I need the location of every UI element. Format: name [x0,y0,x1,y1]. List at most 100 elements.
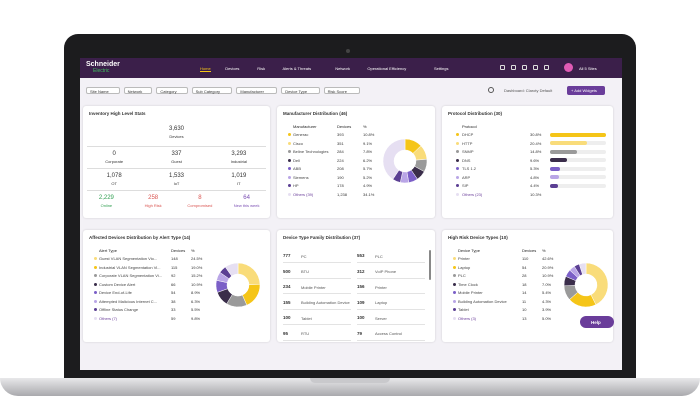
legend-dot [456,158,459,162]
donut-slice [382,138,406,180]
filter-dropdown[interactable]: Sub Category [191,87,233,94]
bar [550,183,558,188]
filter-dropdown[interactable]: Manufacturer [236,87,278,94]
nav-tab[interactable]: Alerts & Threats [282,66,312,71]
bar-track [550,149,606,154]
stat-label: Compromised [187,203,213,208]
row-devices: 13 [522,315,527,321]
row-name: Device End-of-Life [99,290,132,295]
total-label: Devices [169,134,184,139]
legend-dot [456,150,459,153]
family-count: 109 [357,299,365,305]
row-name: TLS 1.2 [462,166,477,171]
filter-dropdown[interactable]: Category [156,87,188,94]
row-name: Custom Device Alert [99,281,136,287]
row-percent: 10.3% [530,191,542,197]
table-header: Alert Type [99,248,117,253]
legend-dot [94,299,97,303]
row-devices: 54 [522,264,527,270]
bar-track [550,166,606,171]
dashboard-selector[interactable]: Dashboard: Claroty Default [504,88,553,93]
legend-dot [456,167,459,170]
row-name: Time Clock [458,281,478,287]
nav-tab[interactable]: Settings [434,66,449,71]
legend-dot [288,150,291,153]
nav-tab[interactable]: Risk [257,66,266,71]
row-percent: 5.4% [542,290,552,295]
row-name[interactable]: Others (3) [458,315,477,321]
row-percent: 5.0% [542,315,552,321]
donut-chart [215,262,261,308]
row-name: Building Automation Device [458,298,507,304]
legend-dot [288,192,291,196]
family-name: Access Control [375,331,402,336]
logo: Electric [93,68,110,74]
row-divider [357,324,425,325]
donut-chart [382,138,428,184]
divider [87,190,266,191]
row-divider [357,308,425,310]
legend-dot [94,316,97,320]
filter-label: Manufacturer [240,88,264,94]
help-button[interactable]: Help [580,316,614,328]
family-name: PC [301,253,307,259]
legend-dot [94,257,97,260]
row-name: Dell [293,157,300,163]
row-name: Cisco [293,140,304,146]
row-devices: 208 [337,166,344,171]
row-percent: 20.4% [530,140,542,146]
row-percent: 30.8% [530,132,542,137]
nav-tab[interactable]: Network [335,66,350,71]
nav-tab[interactable]: Devices [225,66,240,71]
row-percent: 10.8% [363,132,375,137]
row-percent: 8.9% [191,290,201,295]
logo: Schneider [86,61,120,68]
bar [550,158,568,162]
legend-dot [288,167,291,170]
nav-icon [511,65,516,70]
table-header: Devices [337,124,352,129]
row-name[interactable]: Others (39) [293,191,314,197]
donut-chart [563,262,609,308]
stat-label: New this week [233,203,260,208]
stat-value: 8 [198,195,202,201]
family-count: 500 [283,268,291,274]
panel-title: Protocol Distribution (30) [448,111,502,116]
add-widgets-button[interactable]: + Add Widgets [567,86,605,95]
legend-dot [453,299,456,303]
row-percent: 9.8% [191,315,201,321]
family-name: Tablet [301,315,312,321]
row-name[interactable]: Others (23) [462,191,483,197]
filter-label: Category [160,88,177,94]
panel-title: High Risk Device Types (10) [448,235,508,240]
nav-tab[interactable]: Operational Efficiency [367,66,407,71]
legend-dot [456,192,459,196]
stat-value: 337 [171,151,182,157]
filter-dropdown[interactable]: Risk Score [323,87,360,94]
row-name: Laptop [458,264,471,270]
legend-dot [456,175,459,179]
filter-dropdown[interactable]: Site Name [86,87,120,94]
nav-tab[interactable]: Home [200,66,211,72]
row-name: Tablet [458,307,469,312]
divider [87,146,266,147]
row-devices: 11 [522,298,527,304]
filter-label: Sub Category [195,88,221,94]
nav-icon [533,65,538,70]
row-name: Printer [458,256,470,261]
table-header: Devices [522,248,537,253]
row-percent: 10.9% [191,281,203,287]
stat-value: 3,293 [231,151,247,157]
donut-slice [578,262,587,275]
legend-dot [288,175,291,179]
row-percent: 42.6% [542,256,554,261]
table-header: % [191,248,195,253]
row-name[interactable]: Others (7) [99,315,118,321]
site-selector[interactable]: All 5 Sites [579,66,597,71]
row-name: HTTP [462,140,473,146]
family-name: VoIP Phone [375,269,397,274]
filter-dropdown[interactable]: Device Type [281,87,320,94]
table-header: Protocol [462,124,477,129]
filter-dropdown[interactable]: Network [123,87,153,94]
stat-value: 1,533 [168,173,184,179]
